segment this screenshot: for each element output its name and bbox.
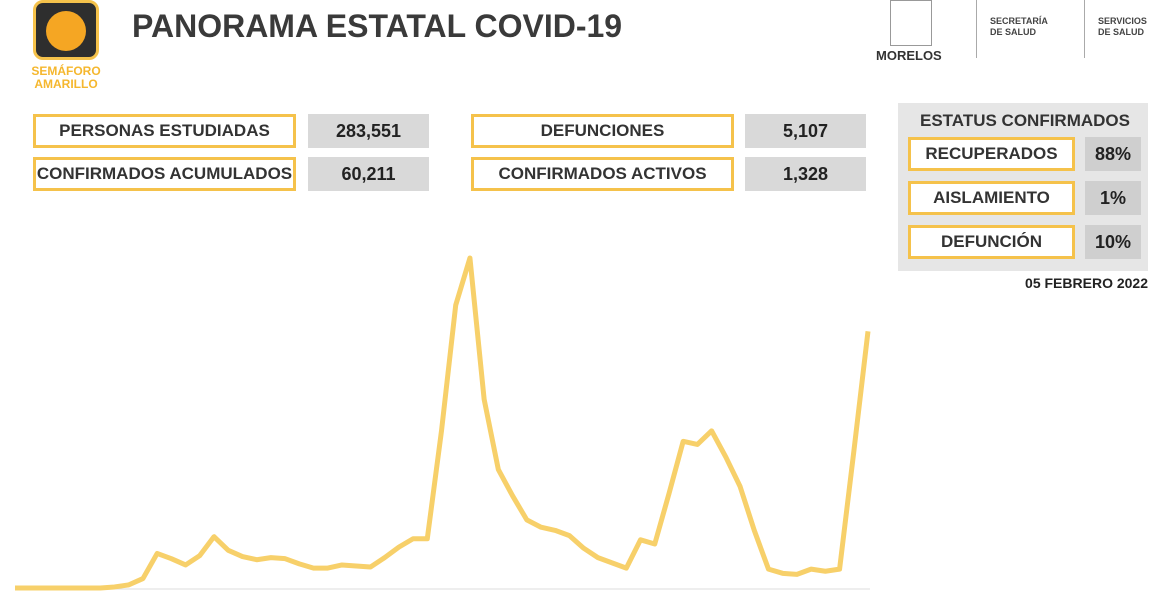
logo-morelos: MORELOS	[876, 48, 942, 63]
logo-servicios: SERVICIOS DE SALUD	[1098, 16, 1147, 38]
stat-value: 283,551	[308, 114, 429, 148]
semaforo-text: SEMÁFORO	[31, 64, 101, 78]
report-date: 05 FEBRERO 2022	[1025, 275, 1148, 291]
semaforo-icon	[33, 0, 99, 60]
page-title: PANORAMA ESTATAL COVID-19	[132, 8, 623, 44]
logo-emblem	[890, 0, 932, 46]
logo-text: DE SALUD	[1098, 27, 1145, 37]
stat-value: 1,328	[745, 157, 866, 191]
stat-label: CONFIRMADOS ACUMULADOS	[33, 157, 296, 191]
status-value: 10%	[1085, 225, 1141, 259]
cases-line	[15, 255, 871, 591]
logo-secretaria: SECRETARÍA DE SALUD	[990, 16, 1048, 38]
divider	[976, 0, 977, 58]
logo-text: SECRETARÍA	[990, 16, 1048, 26]
status-label: RECUPERADOS	[908, 137, 1075, 171]
stat-label: PERSONAS ESTUDIADAS	[33, 114, 296, 148]
stat-value: 60,211	[308, 157, 429, 191]
divider	[1084, 0, 1085, 58]
stat-value: 5,107	[745, 114, 866, 148]
status-title: ESTATUS CONFIRMADOS	[920, 111, 1130, 130]
status-value: 1%	[1085, 181, 1141, 215]
status-value: 88%	[1085, 137, 1141, 171]
stat-label: CONFIRMADOS ACTIVOS	[471, 157, 734, 191]
status-label: AISLAMIENTO	[908, 181, 1075, 215]
status-label: DEFUNCIÓN	[908, 225, 1075, 259]
logo-text: SERVICIOS	[1098, 16, 1147, 26]
semaforo-label: SEMÁFORO AMARILLO	[20, 65, 112, 91]
semaforo-color: AMARILLO	[34, 77, 98, 91]
stat-label: DEFUNCIONES	[471, 114, 734, 148]
logo-text: DE SALUD	[990, 27, 1037, 37]
